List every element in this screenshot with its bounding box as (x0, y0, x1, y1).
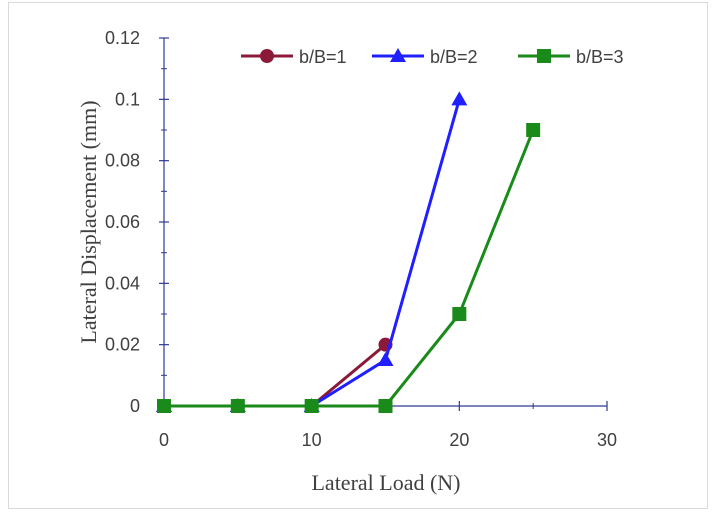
x-axis-ticks: 0 10 20 30 (159, 401, 617, 450)
y-tick-label: 0.1 (115, 89, 140, 109)
series-layer (156, 91, 541, 413)
x-tick-label: 20 (449, 430, 469, 450)
legend-item: b/B=2 (372, 47, 478, 67)
y-tick-label: 0.04 (105, 273, 140, 293)
data-point (230, 399, 245, 413)
series-line (164, 343, 387, 408)
data-point (378, 399, 393, 413)
data-point (526, 123, 541, 137)
legend-marker (390, 48, 406, 62)
series-line (164, 98, 461, 408)
y-tick-label: 0.06 (105, 212, 140, 232)
chart-frame (8, 2, 708, 509)
y-tick-label: 0.08 (105, 151, 140, 171)
series-3 (157, 123, 541, 413)
y-tick-label: 0 (130, 396, 140, 416)
legend-label: b/B=1 (299, 47, 347, 67)
data-point (304, 399, 319, 413)
data-point (157, 399, 171, 413)
data-point (452, 307, 467, 321)
series-1 (157, 337, 393, 413)
legend-item: b/B=3 (518, 47, 624, 67)
legend-item: b/B=1 (241, 47, 347, 67)
series-line (164, 129, 535, 408)
legend: b/B=1 b/B=2 b/B=3 (241, 47, 624, 67)
y-axis-title: Lateral Displacement (mm) (76, 100, 101, 343)
y-axis-ticks: 0 0.02 0.04 0.06 0.08 0.1 0.12 (105, 28, 169, 416)
data-point (451, 91, 468, 106)
x-axis-title: Lateral Load (N) (311, 470, 460, 495)
x-tick-label: 10 (302, 430, 322, 450)
legend-marker (537, 49, 551, 63)
legend-marker (260, 49, 274, 63)
legend-label: b/B=3 (576, 47, 624, 67)
data-point (377, 352, 394, 366)
x-tick-label: 30 (597, 430, 617, 450)
y-tick-label: 0.02 (105, 335, 140, 355)
x-tick-label: 0 (159, 430, 169, 450)
y-tick-label: 0.12 (105, 28, 140, 48)
legend-label: b/B=2 (430, 47, 478, 67)
